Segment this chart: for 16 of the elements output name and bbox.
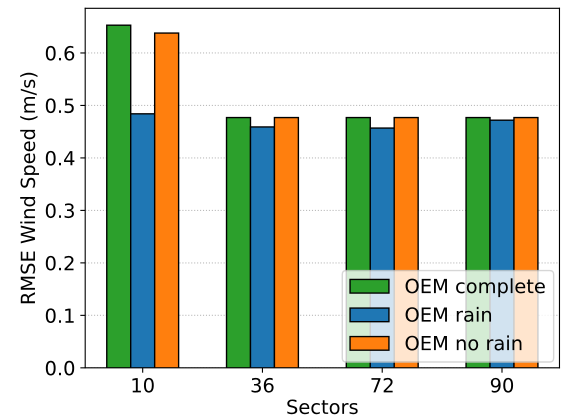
legend-label: OEM rain xyxy=(406,306,492,322)
y-tick-label: 0.5 xyxy=(46,98,74,114)
y-tick-label: 0.0 xyxy=(46,360,74,376)
y-tick-label: 0.4 xyxy=(46,150,74,166)
x-tick-label: 90 xyxy=(490,378,514,393)
y-tick-label: 0.2 xyxy=(46,256,74,271)
y-tick-label: 0.3 xyxy=(46,203,74,218)
legend-label: OEM complete xyxy=(406,278,545,298)
y-tick-label: 0.1 xyxy=(46,308,74,324)
x-tick-label: 72 xyxy=(371,378,393,392)
legend-label: OEM no rain xyxy=(406,335,522,350)
y-tick-label: 0.6 xyxy=(46,46,74,61)
x-tick-label: 36 xyxy=(252,378,274,393)
y-axis-title: RMSE Wind Speed (m/s) xyxy=(20,72,39,304)
x-tick-label: 10 xyxy=(132,378,154,393)
x-axis-title: Sectors xyxy=(287,400,358,414)
